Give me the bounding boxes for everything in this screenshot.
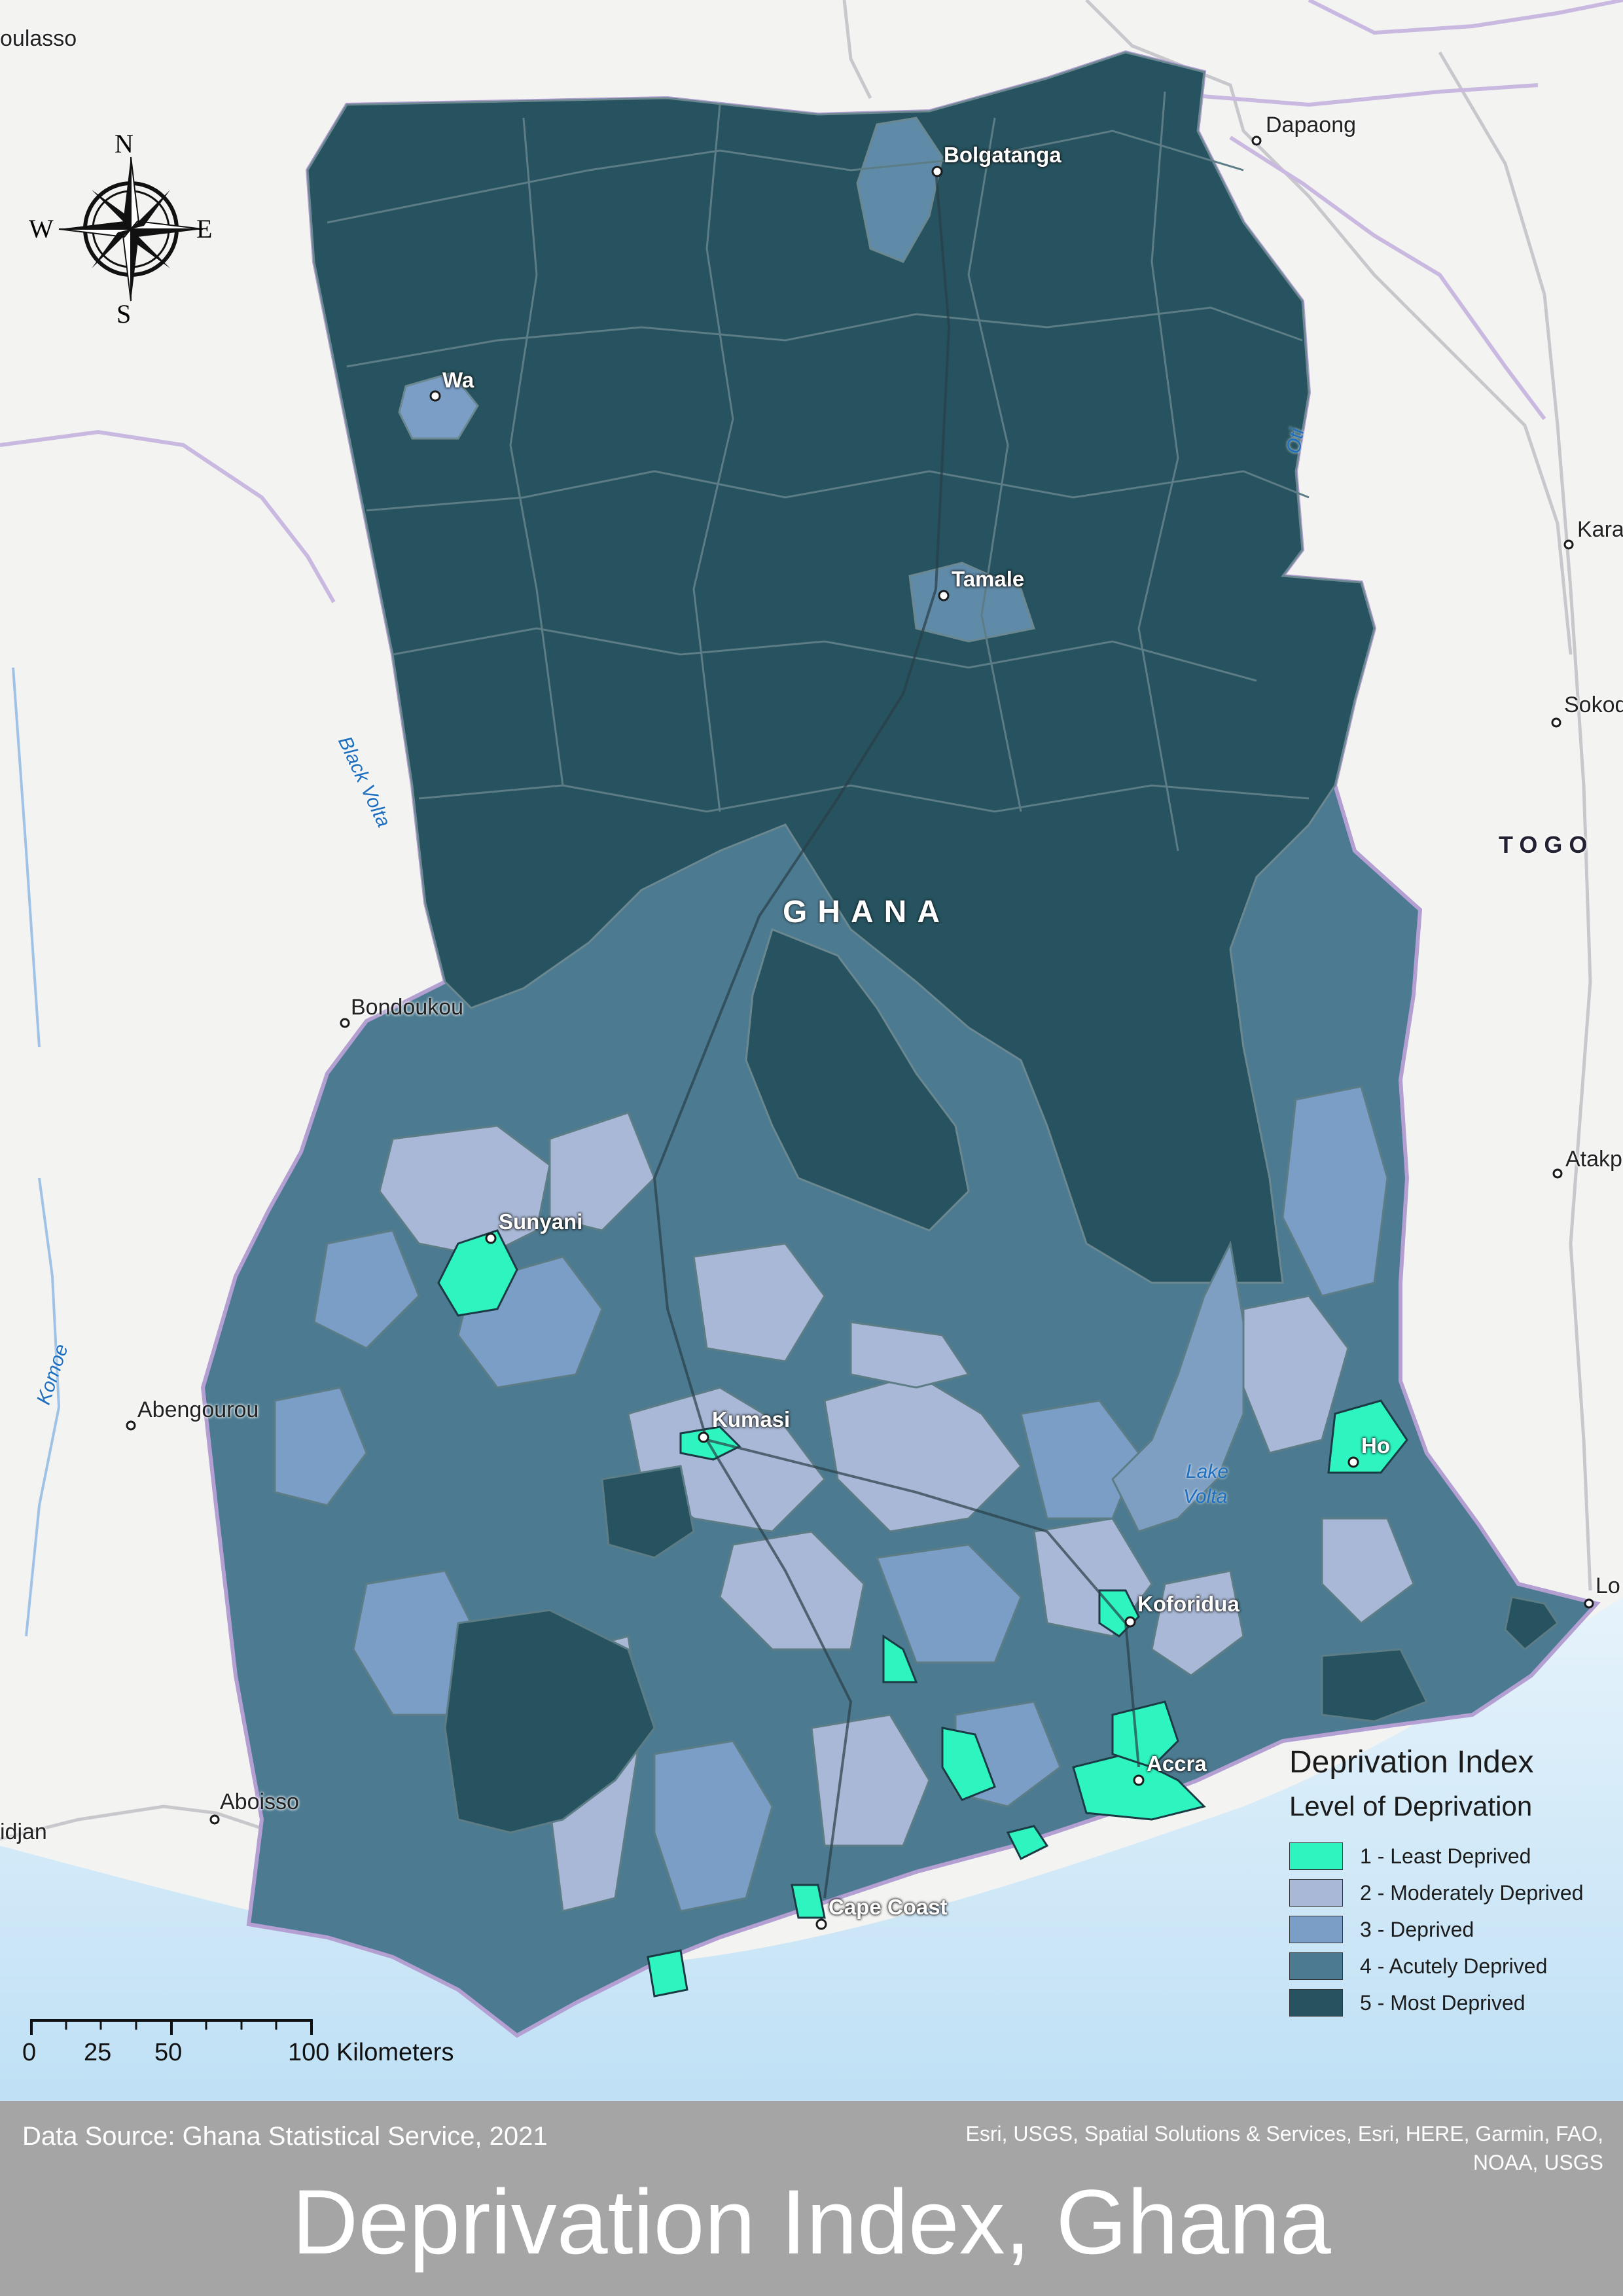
gulf-of-guinea — [0, 1597, 1623, 2101]
compass-west: W — [29, 214, 54, 243]
place-label: Aboisso — [220, 1789, 299, 1814]
page-title: Deprivation Index, Ghana — [292, 2170, 1331, 2273]
place-label: Dapaong — [1266, 113, 1357, 137]
data-source-note: Data Source: Ghana Statistical Service, … — [22, 2122, 548, 2151]
city-label-wa: Wa — [442, 368, 474, 392]
most-deprived-south — [444, 1465, 1560, 1834]
city-label-accra: Accra — [1147, 1751, 1207, 1776]
legend-item: 1 - Least Deprived — [1289, 1838, 1610, 1874]
legend-item: 5 - Most Deprived — [1289, 1984, 1610, 2021]
lake-volta — [1111, 1240, 1245, 1533]
city-markers — [126, 135, 1594, 1930]
scale-tick-100: 100 Kilometers — [288, 2039, 454, 2066]
footer-band: Data Source: Ghana Statistical Service, … — [0, 2101, 1623, 2296]
legend-title: Deprivation Index — [1289, 1745, 1534, 1780]
district-boundaries — [327, 91, 1310, 852]
place-label: idjan — [0, 1820, 47, 1844]
legend-item: 3 - Deprived — [1289, 1911, 1610, 1948]
international-borders — [0, 0, 1623, 603]
compass-south: S — [116, 299, 132, 329]
legend-label: 2 - Moderately Deprived — [1360, 1880, 1584, 1905]
city-label-koforidua: Koforidua — [1137, 1592, 1240, 1616]
scale-tick-25: 25 — [84, 2039, 112, 2066]
scale-bar-graphic — [30, 2019, 313, 2035]
lake-label-lake: Lake — [1186, 1461, 1229, 1482]
scale-tick-50: 50 — [154, 2039, 183, 2066]
map-frame: oulasso Dapaong Kara Sokod Atakp Bondouk… — [0, 0, 1623, 2101]
legend-label: 4 - Acutely Deprived — [1360, 1954, 1548, 1978]
southern-districts — [274, 1085, 1415, 1912]
place-label: Bondoukou — [351, 995, 464, 1020]
district-bolgatanga — [856, 117, 944, 263]
district-tamale — [908, 562, 1035, 643]
legend-label: 5 - Most Deprived — [1360, 1990, 1525, 2015]
legend-subtitle: Level of Deprivation — [1289, 1791, 1533, 1821]
compass-rose-icon — [58, 156, 203, 302]
map-canvas — [0, 0, 1623, 2101]
city-label-sunyani: Sunyani — [499, 1210, 583, 1234]
city-label-ho: Ho — [1361, 1433, 1390, 1458]
legend-item: 2 - Moderately Deprived — [1289, 1874, 1610, 1911]
legend-item: 4 - Acutely Deprived — [1289, 1948, 1610, 1984]
legend-swatch — [1289, 1842, 1343, 1870]
legend-label: 1 - Least Deprived — [1360, 1844, 1531, 1868]
country-label-togo: TOGO — [1499, 831, 1594, 858]
compass-east: E — [196, 214, 213, 243]
legend-swatch — [1289, 1916, 1343, 1943]
basemap-credits: Esri, USGS, Spatial Solutions & Services… — [965, 2122, 1603, 2174]
place-label: Sokod — [1564, 692, 1623, 717]
legend-swatch — [1289, 1879, 1343, 1907]
river-label-oti: Oti — [1283, 427, 1309, 456]
city-label-kumasi: Kumasi — [712, 1407, 791, 1431]
district-wa — [398, 372, 479, 440]
legend: Deprivation Index Level of Deprivation 1… — [1289, 1744, 1610, 2021]
northern-regions — [306, 51, 1376, 1284]
highways — [652, 170, 1140, 1899]
legend-swatch — [1289, 1989, 1343, 2017]
place-label: Kara — [1577, 517, 1623, 542]
district — [745, 927, 970, 1232]
place-label: Abengourou — [137, 1397, 259, 1422]
legend-label: 3 - Deprived — [1360, 1917, 1474, 1941]
compass-north: N — [115, 129, 134, 158]
rivers — [12, 667, 61, 1637]
city-label-tamale: Tamale — [952, 567, 1025, 591]
north-arrow-compass: N S W E — [29, 129, 212, 329]
place-label: Lo — [1596, 1573, 1620, 1598]
legend-swatch — [1289, 1952, 1343, 1980]
lake-label-volta: Volta — [1183, 1486, 1228, 1507]
place-label: oulasso — [0, 26, 77, 51]
city-label-cape-coast: Cape Coast — [829, 1895, 948, 1919]
country-label-ghana: GHANA — [783, 895, 950, 929]
place-label: Atakp — [1565, 1147, 1622, 1172]
city-label-bolgatanga: Bolgatanga — [944, 143, 1061, 167]
scale-tick-0: 0 — [22, 2039, 37, 2066]
